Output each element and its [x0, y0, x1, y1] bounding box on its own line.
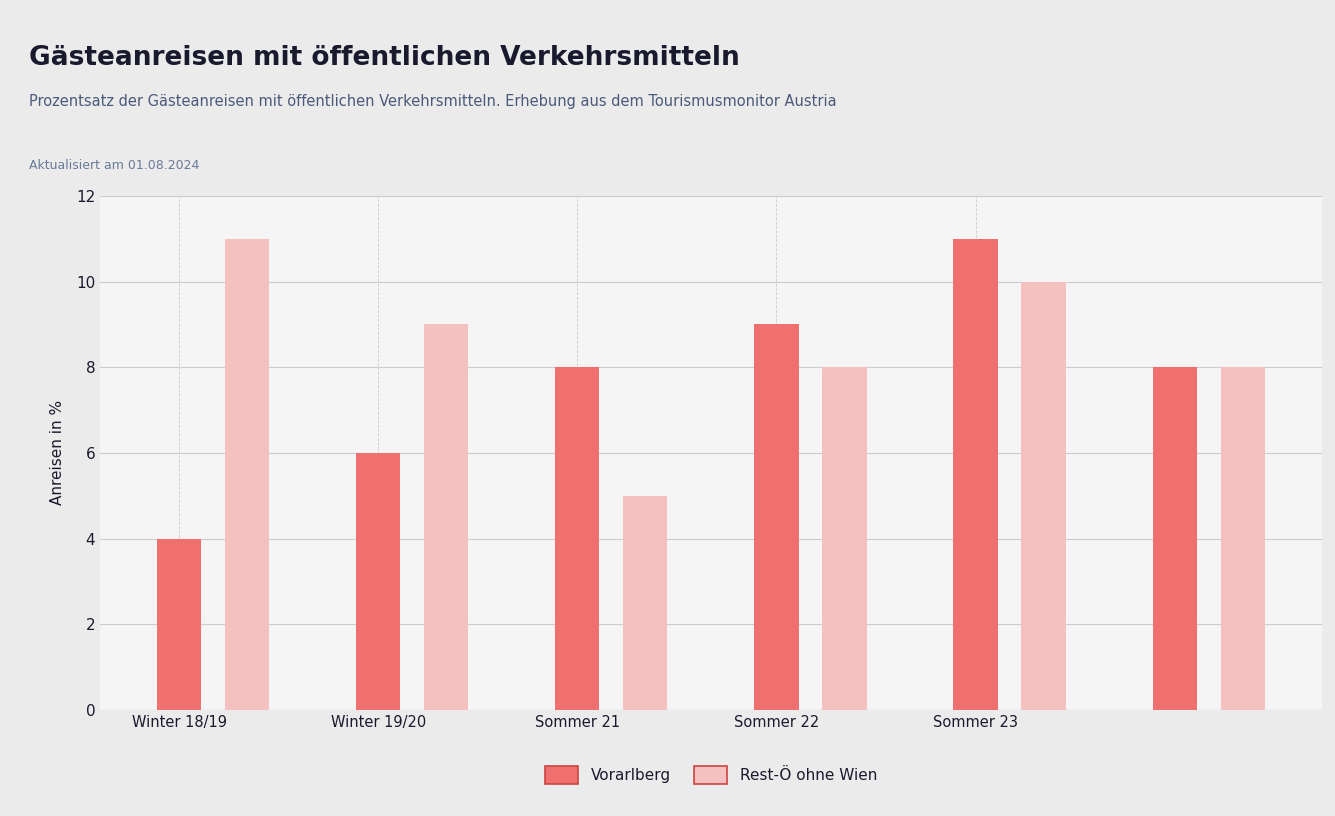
Bar: [555, 367, 599, 710]
Bar: [1152, 367, 1196, 710]
Bar: [425, 325, 469, 710]
Bar: [158, 539, 202, 710]
Bar: [623, 496, 668, 710]
Bar: [953, 239, 997, 710]
Bar: [356, 453, 400, 710]
Legend: Vorarlberg, Rest-Ö ohne Wien: Vorarlberg, Rest-Ö ohne Wien: [539, 760, 882, 790]
Bar: [822, 367, 866, 710]
Bar: [226, 239, 270, 710]
Bar: [754, 325, 798, 710]
Text: Prozentsatz der Gästeanreisen mit öffentlichen Verkehrsmitteln. Erhebung aus dem: Prozentsatz der Gästeanreisen mit öffent…: [29, 94, 837, 109]
Y-axis label: Anreisen in %: Anreisen in %: [49, 401, 65, 505]
Text: Aktualisiert am 01.08.2024: Aktualisiert am 01.08.2024: [29, 159, 200, 172]
Text: Gästeanreisen mit öffentlichen Verkehrsmitteln: Gästeanreisen mit öffentlichen Verkehrsm…: [29, 45, 740, 71]
Bar: [1021, 282, 1065, 710]
Bar: [1220, 367, 1264, 710]
